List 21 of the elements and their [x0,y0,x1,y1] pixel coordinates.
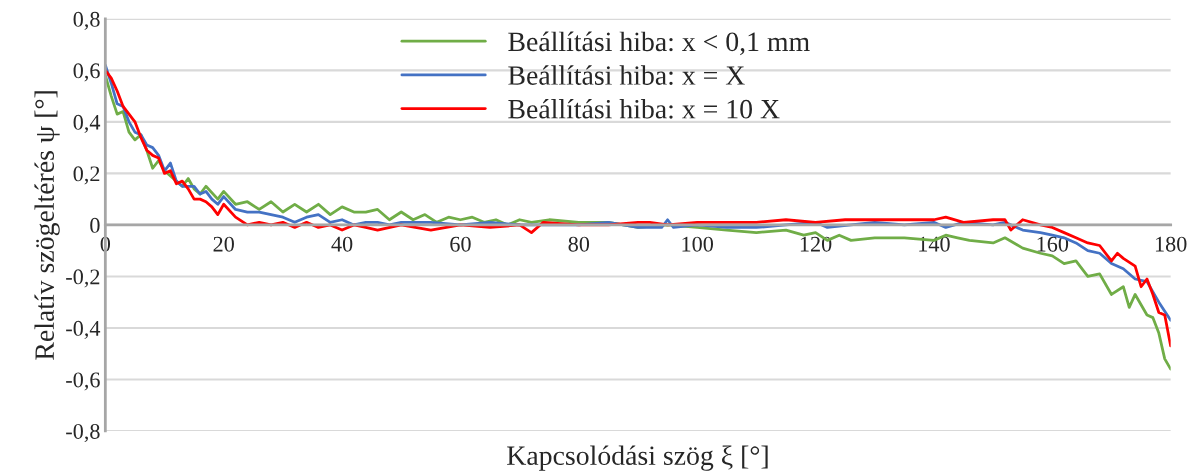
y-tick-label: -0,4 [66,320,101,340]
x-tick-label: 180 [1155,236,1187,252]
x-tick-label: 60 [450,236,471,252]
x-axis-title: Kapcsolódási szög ξ [°] [507,445,768,471]
y-tick-label: 0 [90,217,100,233]
y-tick-label: 0,4 [73,114,101,133]
y-tick-label: -0,8 [66,423,100,443]
y-tick-label: 0,2 [73,166,100,185]
y-tick-label: -0,2 [66,269,100,288]
x-tick-label: 80 [568,236,590,252]
y-axis-title: Relatív szögeltérés ψ [°] [34,91,60,360]
y-tick-label: 0,6 [73,63,100,82]
y-tick-label: -0,6 [66,372,100,391]
x-tick-label: 20 [213,236,234,252]
legend-label: Beállítási hiba: x < 0,1 mm [508,31,810,56]
x-tick-label: 40 [331,236,353,252]
y-tick-label: 0,8 [73,11,100,30]
x-tick-label: 120 [800,236,832,252]
x-tick-label: 100 [682,236,714,252]
legend-label: Beállítási hiba: x = 10 X [508,98,780,119]
legend-label: Beállítási hiba: x = X [508,65,745,86]
